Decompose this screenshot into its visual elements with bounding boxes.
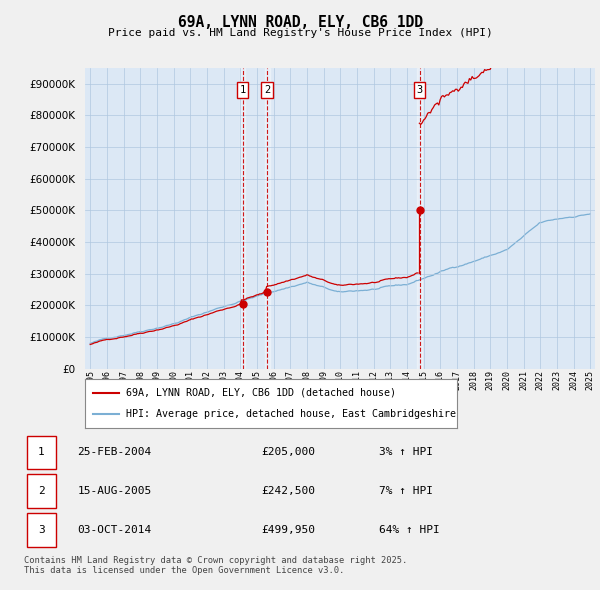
Text: £242,500: £242,500 xyxy=(261,486,315,496)
Text: 03-OCT-2014: 03-OCT-2014 xyxy=(77,525,152,535)
Text: 25-FEB-2004: 25-FEB-2004 xyxy=(77,447,152,457)
Text: 1: 1 xyxy=(239,85,246,95)
FancyBboxPatch shape xyxy=(27,474,56,508)
Bar xyxy=(265,68,269,369)
Text: £499,950: £499,950 xyxy=(261,525,315,535)
Bar xyxy=(417,68,422,369)
Text: 3% ↑ HPI: 3% ↑ HPI xyxy=(379,447,433,457)
Text: HPI: Average price, detached house, East Cambridgeshire: HPI: Average price, detached house, East… xyxy=(126,409,456,419)
Text: 69A, LYNN ROAD, ELY, CB6 1DD (detached house): 69A, LYNN ROAD, ELY, CB6 1DD (detached h… xyxy=(126,388,396,398)
Text: 15-AUG-2005: 15-AUG-2005 xyxy=(77,486,152,496)
Bar xyxy=(240,68,245,369)
Text: 7% ↑ HPI: 7% ↑ HPI xyxy=(379,486,433,496)
Text: 2: 2 xyxy=(38,486,45,496)
Text: 1: 1 xyxy=(38,447,45,457)
FancyBboxPatch shape xyxy=(27,435,56,470)
Text: 64% ↑ HPI: 64% ↑ HPI xyxy=(379,525,440,535)
Text: 69A, LYNN ROAD, ELY, CB6 1DD: 69A, LYNN ROAD, ELY, CB6 1DD xyxy=(178,15,422,30)
Text: 3: 3 xyxy=(416,85,422,95)
Text: 3: 3 xyxy=(38,525,45,535)
Text: 2: 2 xyxy=(264,85,271,95)
Text: Price paid vs. HM Land Registry's House Price Index (HPI): Price paid vs. HM Land Registry's House … xyxy=(107,28,493,38)
Text: £205,000: £205,000 xyxy=(261,447,315,457)
Text: Contains HM Land Registry data © Crown copyright and database right 2025.
This d: Contains HM Land Registry data © Crown c… xyxy=(24,556,407,575)
FancyBboxPatch shape xyxy=(27,513,56,547)
